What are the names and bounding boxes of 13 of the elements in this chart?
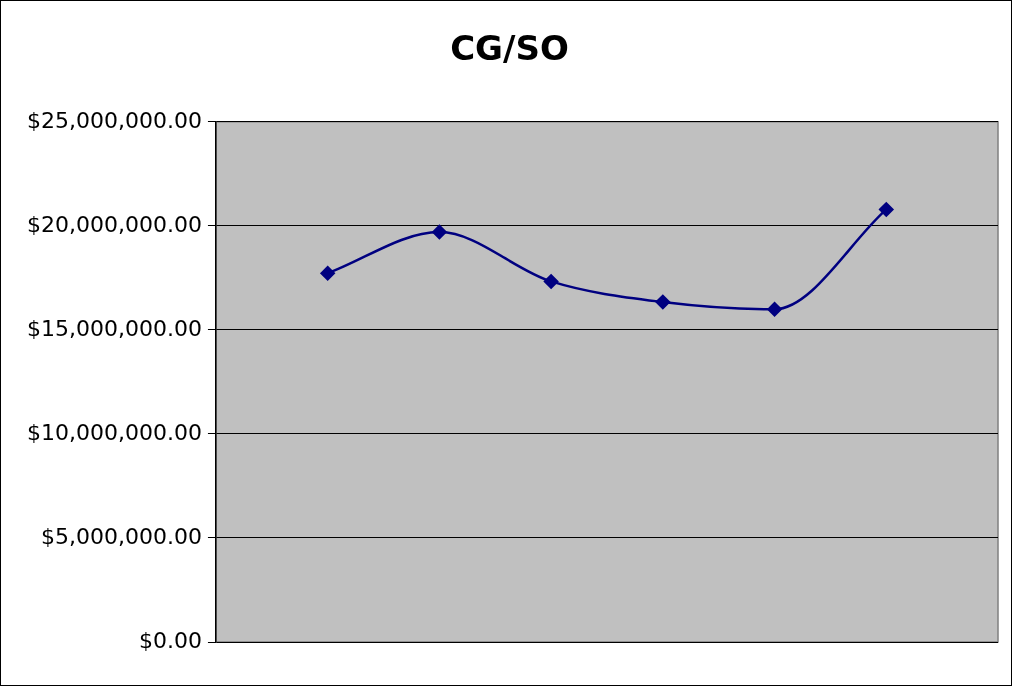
y-tick-label: $20,000,000.00 bbox=[26, 211, 202, 237]
point bbox=[320, 266, 335, 281]
y-tick-label: $15,000,000.00 bbox=[26, 315, 202, 341]
point bbox=[655, 294, 671, 310]
point bbox=[767, 302, 782, 317]
y-tick-label: $25,000,000.00 bbox=[26, 107, 202, 133]
point bbox=[543, 274, 559, 289]
point bbox=[879, 202, 894, 217]
chart-title: CG/SO bbox=[450, 28, 569, 69]
y-tick-label: $10,000,000.00 bbox=[26, 419, 202, 445]
point bbox=[432, 224, 447, 240]
y-tick-label: $0.00 bbox=[138, 627, 202, 653]
y-tick-label: $5,000,000.00 bbox=[40, 523, 202, 549]
